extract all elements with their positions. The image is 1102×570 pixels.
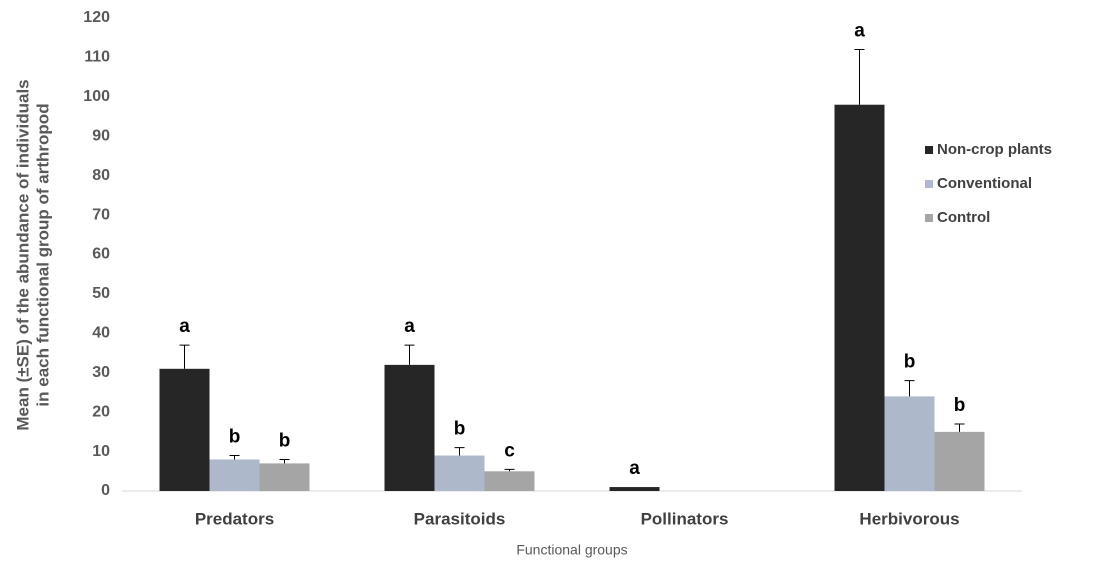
y-tick-label: 70 xyxy=(92,206,110,223)
y-tick-label: 30 xyxy=(92,364,110,381)
error-bar xyxy=(404,344,415,365)
bar xyxy=(484,471,535,491)
significance-letter: a xyxy=(854,21,865,42)
y-tick-label: 60 xyxy=(92,246,110,263)
significance-letter: a xyxy=(404,316,415,337)
error-bar xyxy=(454,447,465,456)
legend-label: Control xyxy=(937,209,990,226)
y-tick-label: 10 xyxy=(92,443,110,460)
x-tick-label: Predators xyxy=(195,509,274,528)
legend-swatch xyxy=(925,180,933,188)
bar xyxy=(209,459,260,491)
bar xyxy=(159,368,210,491)
bar xyxy=(434,455,485,491)
significance-letter: b xyxy=(454,419,466,440)
significance-letter: b xyxy=(229,427,241,448)
bar xyxy=(259,463,310,491)
x-axis-title: Functional groups xyxy=(516,542,627,558)
significance-letter: a xyxy=(179,316,190,337)
y-axis-title-line: Mean (±SE) of the abundance of individua… xyxy=(13,79,32,430)
error-bar xyxy=(854,49,865,105)
y-tick-label: 110 xyxy=(84,49,110,66)
y-tick-label: 50 xyxy=(92,285,110,302)
y-tick-label: 20 xyxy=(92,403,110,420)
y-tick-label: 80 xyxy=(92,167,110,184)
y-tick-label: 0 xyxy=(101,482,110,499)
legend-label: Conventional xyxy=(937,175,1032,192)
legend-swatch xyxy=(925,146,933,154)
y-axis-title: Mean (±SE) of the abundance of individua… xyxy=(13,79,52,430)
significance-letter: c xyxy=(504,440,515,461)
significance-letter: b xyxy=(279,430,291,451)
bar xyxy=(609,487,660,491)
significance-letter: b xyxy=(954,395,966,416)
y-tick-label: 100 xyxy=(83,88,110,105)
x-tick-label: Pollinators xyxy=(641,509,729,528)
y-axis-title-line: in each functional group of arthropod xyxy=(33,103,52,406)
y-tick-label: 120 xyxy=(83,9,110,26)
significance-letter: b xyxy=(904,352,916,373)
error-bar xyxy=(954,423,965,432)
error-bar xyxy=(279,458,290,464)
bar xyxy=(834,104,885,491)
x-tick-label: Parasitoids xyxy=(414,509,506,528)
error-bar xyxy=(179,344,190,369)
y-tick-label: 40 xyxy=(92,325,110,342)
bar xyxy=(384,364,435,491)
error-bar xyxy=(504,468,515,472)
bar xyxy=(884,396,935,491)
x-tick-label: Herbivorous xyxy=(859,509,959,528)
error-bar xyxy=(229,455,240,460)
significance-letter: a xyxy=(629,458,640,479)
y-tick-label: 90 xyxy=(92,127,110,144)
legend-swatch xyxy=(925,214,933,222)
legend-label: Non-crop plants xyxy=(937,141,1052,158)
error-bar xyxy=(904,380,915,397)
bar xyxy=(934,431,985,491)
